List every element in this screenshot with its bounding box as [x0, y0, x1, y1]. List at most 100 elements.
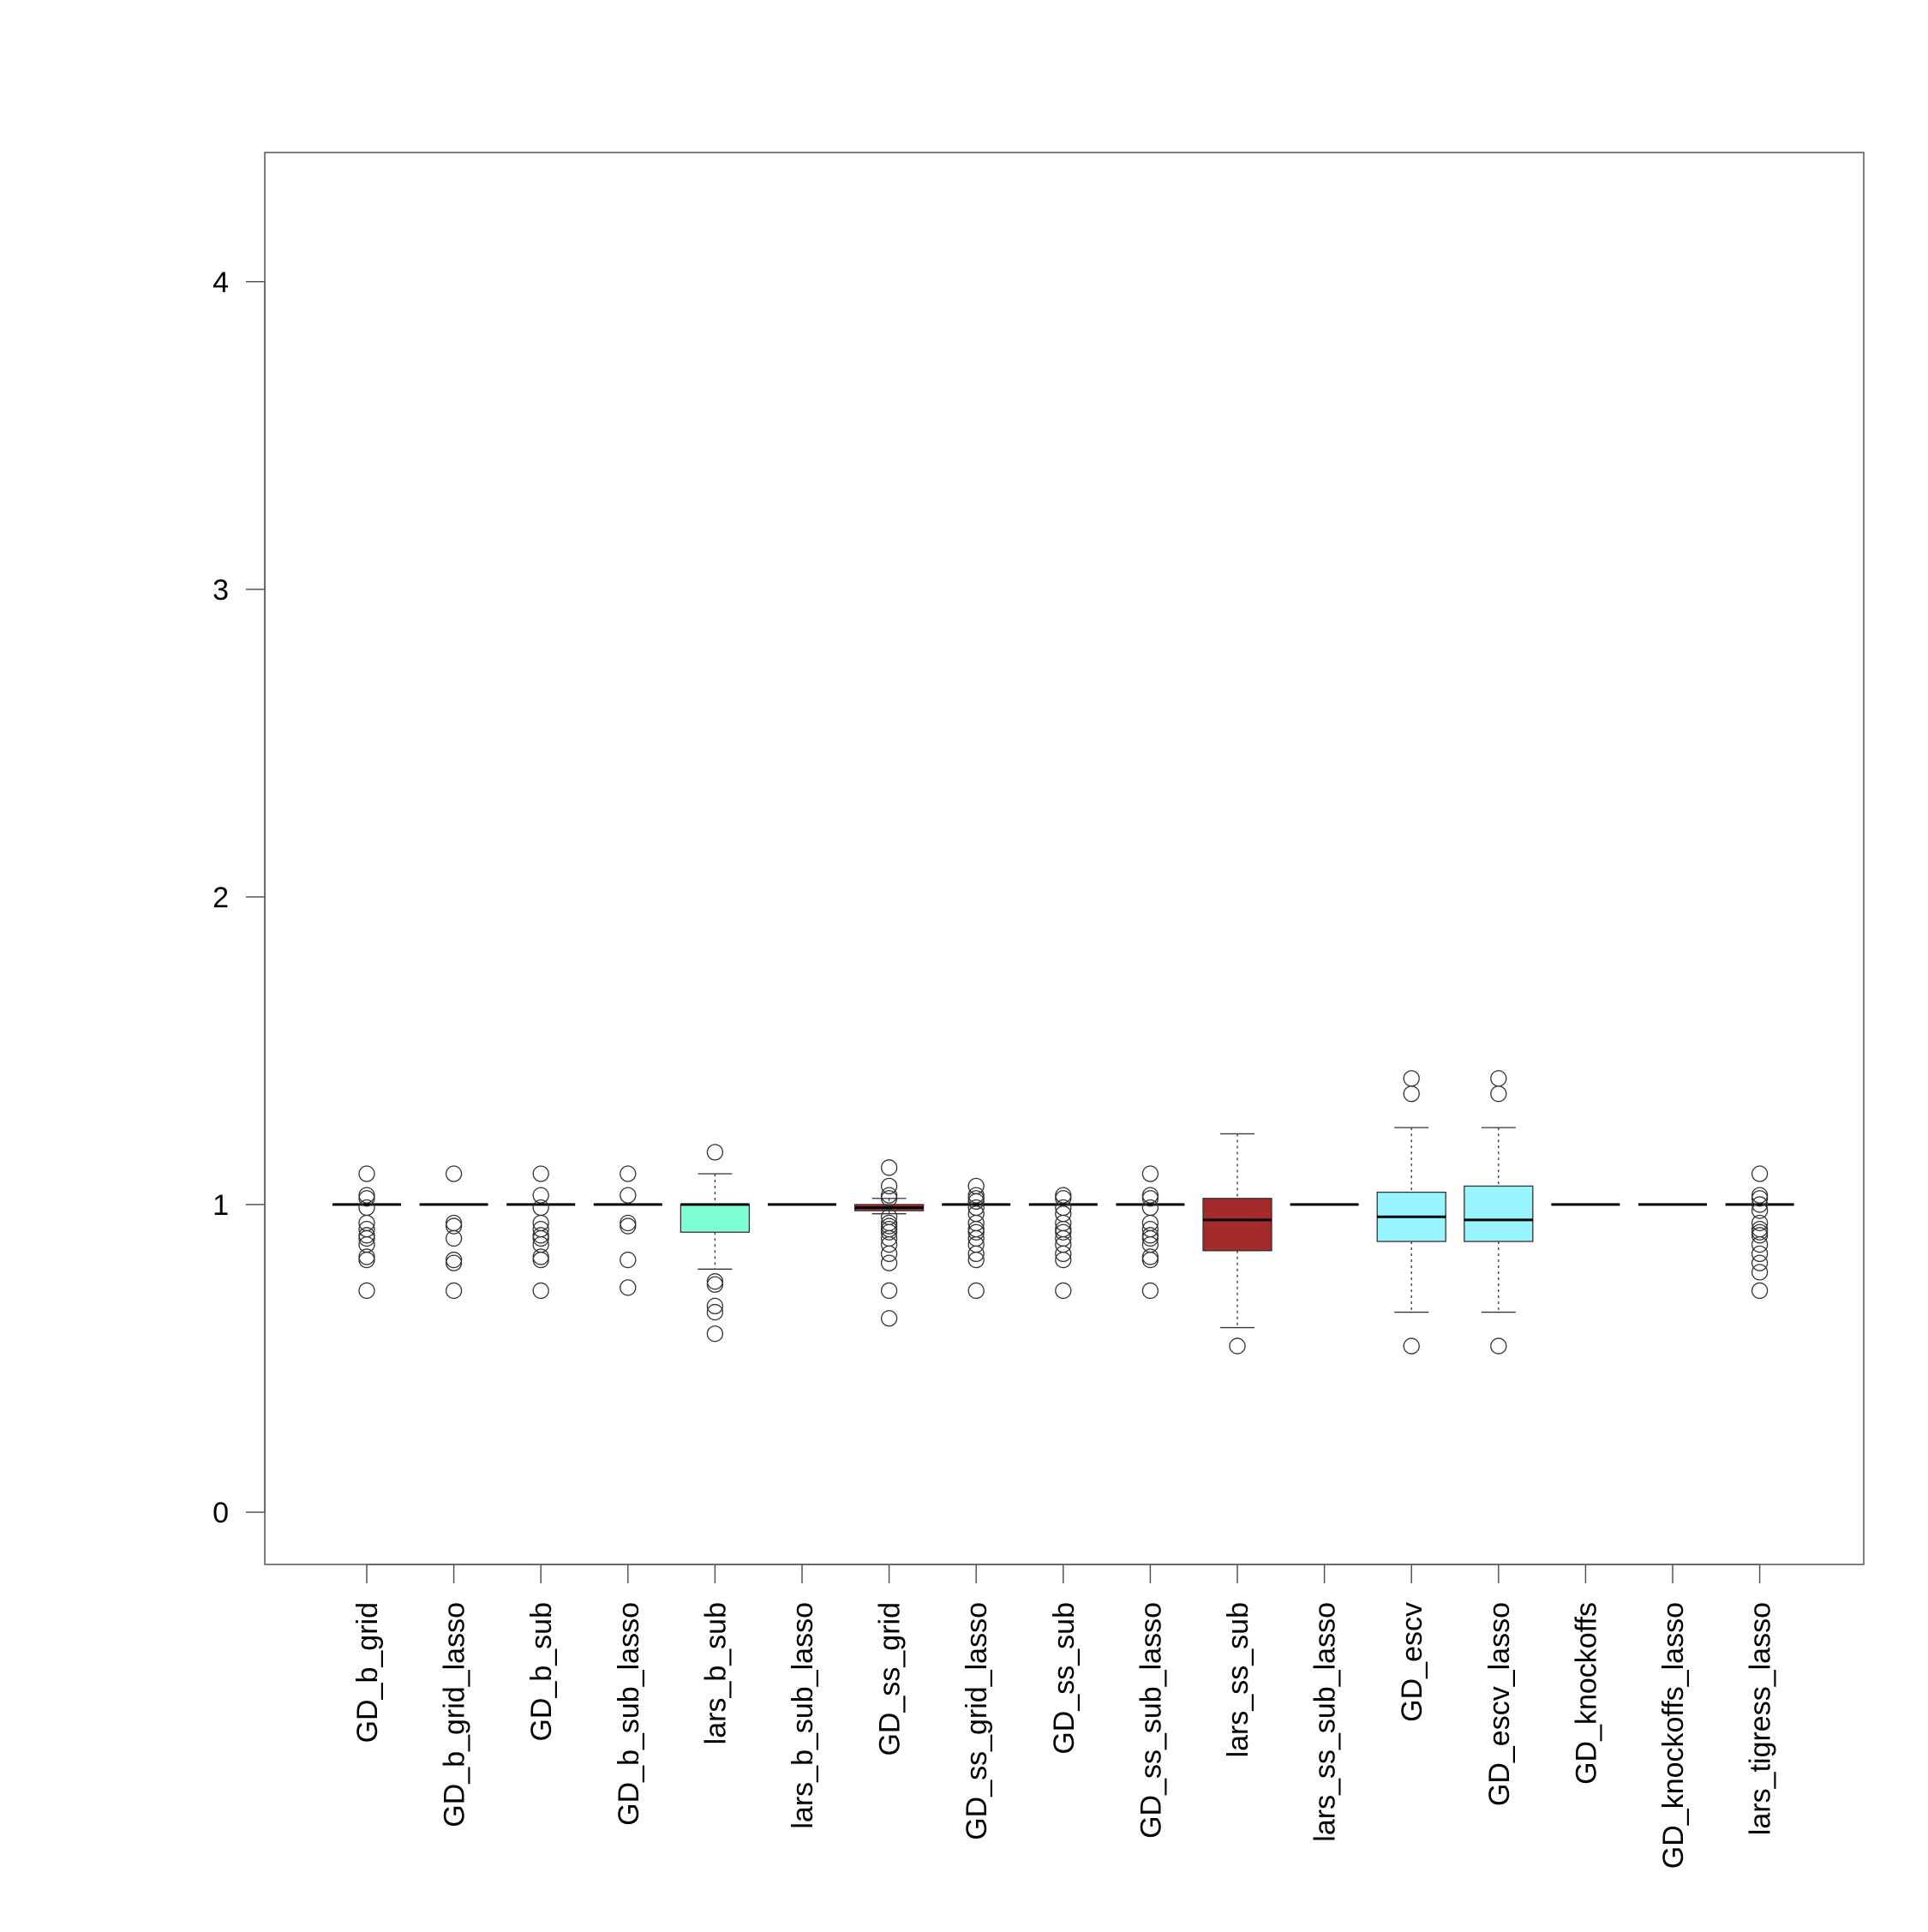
outlier-point	[358, 1282, 375, 1300]
box-GD_ss_grid	[853, 1159, 925, 1327]
outlier-point	[880, 1177, 898, 1195]
box-GD_escv_lasso	[1464, 1070, 1534, 1355]
outlier-point	[1055, 1245, 1072, 1263]
outlier-point	[1751, 1196, 1769, 1213]
outlier-point	[358, 1251, 375, 1269]
outlier-point	[1751, 1223, 1769, 1241]
outlier-point	[358, 1187, 375, 1204]
x-tick-label: GD_b_sub_lasso	[613, 1602, 645, 1826]
box-body	[680, 1204, 751, 1233]
outlier-point	[880, 1254, 898, 1271]
box-GD_b_grid_lasso	[419, 1165, 488, 1300]
box-GD_b_sub_lasso	[593, 1165, 662, 1296]
outlier-point	[1751, 1264, 1769, 1281]
outlier-point	[706, 1303, 724, 1321]
outlier-point	[880, 1190, 898, 1207]
outlier-point	[1751, 1245, 1769, 1263]
outlier-point	[967, 1187, 985, 1204]
outlier-point	[532, 1251, 549, 1269]
y-tick-label: 4	[213, 266, 229, 299]
x-tick-label: GD_b_grid_lasso	[439, 1602, 471, 1827]
outlier-point	[532, 1282, 549, 1300]
x-tick-label: GD_escv_lasso	[1483, 1602, 1516, 1806]
x-tick-label: GD_escv	[1396, 1602, 1428, 1722]
outlier-point	[358, 1229, 375, 1247]
outlier-point	[1055, 1251, 1072, 1269]
outlier-point	[1055, 1187, 1072, 1204]
x-tick-label: lars_b_sub_lasso	[787, 1602, 819, 1829]
outlier-point	[1229, 1337, 1246, 1355]
outlier-point	[880, 1223, 898, 1241]
outlier-point	[967, 1193, 985, 1210]
outlier-point	[880, 1187, 898, 1204]
x-tick-label: lars_b_sub	[699, 1602, 732, 1744]
x-tick-label: GD_knockoffs_lasso	[1657, 1602, 1690, 1869]
outlier-point	[967, 1223, 985, 1241]
x-tick-label: GD_ss_sub_lasso	[1135, 1602, 1167, 1839]
x-tick-label: GD_ss_grid	[874, 1602, 907, 1756]
y-axis: 0 1 2 3 4	[213, 266, 266, 1529]
outlier-point	[620, 1217, 637, 1235]
outlier-point	[706, 1273, 724, 1290]
outlier-point	[445, 1251, 463, 1269]
outlier-point	[1141, 1165, 1159, 1182]
box-GD_ss_sub	[1028, 1187, 1098, 1300]
outlier-point	[1141, 1282, 1159, 1300]
outlier-point	[1055, 1223, 1072, 1241]
outlier-point	[706, 1144, 724, 1161]
outlier-point	[1751, 1165, 1769, 1182]
x-tick-label: lars_ss_sub	[1222, 1602, 1254, 1757]
outlier-point	[706, 1276, 724, 1293]
outlier-point	[445, 1217, 463, 1235]
box-series	[332, 1070, 1794, 1355]
outlier-point	[1141, 1248, 1159, 1265]
box-GD_ss_sub_lasso	[1116, 1165, 1185, 1300]
outlier-point	[532, 1248, 549, 1265]
outlier-point	[1490, 1337, 1507, 1355]
outlier-point	[532, 1229, 549, 1247]
outlier-point	[880, 1310, 898, 1327]
x-tick-label: GD_ss_sub	[1048, 1602, 1081, 1755]
box-GD_b_grid	[332, 1165, 401, 1300]
outlier-point	[445, 1229, 463, 1247]
y-tick-label: 3	[213, 574, 229, 607]
outlier-point	[1751, 1227, 1769, 1244]
x-axis: GD_b_grid GD_b_grid_lasso GD_b_sub GD_b_sub…	[351, 1564, 1777, 1869]
x-tick-label: GD_knockoffs	[1570, 1602, 1602, 1785]
outlier-point	[358, 1190, 375, 1207]
outlier-point	[1751, 1202, 1769, 1219]
box-lars_b_sub	[680, 1144, 751, 1343]
outlier-point	[967, 1245, 985, 1263]
box-body	[1202, 1198, 1272, 1252]
outlier-point	[880, 1245, 898, 1263]
outlier-point	[358, 1248, 375, 1265]
outlier-point	[880, 1159, 898, 1176]
x-tick-label: lars_tigress_lasso	[1745, 1602, 1777, 1835]
outlier-point	[532, 1187, 549, 1204]
outlier-point	[620, 1165, 637, 1182]
x-tick-label: GD_b_sub	[525, 1602, 558, 1742]
outlier-point	[880, 1235, 898, 1253]
y-tick-label: 2	[213, 882, 229, 914]
box-lars_ss_sub	[1202, 1133, 1272, 1355]
outlier-point	[880, 1217, 898, 1235]
outlier-point	[1751, 1190, 1769, 1207]
outlier-point	[445, 1165, 463, 1182]
outlier-point	[1751, 1214, 1769, 1232]
outlier-point	[445, 1254, 463, 1271]
outlier-point	[1403, 1086, 1420, 1103]
y-tick-label: 0	[213, 1497, 229, 1529]
outlier-point	[620, 1187, 637, 1204]
outlier-point	[706, 1325, 724, 1343]
outlier-point	[1751, 1282, 1769, 1300]
outlier-point	[1751, 1254, 1769, 1271]
outlier-point	[967, 1282, 985, 1300]
outlier-point	[1055, 1282, 1072, 1300]
outlier-point	[1141, 1251, 1159, 1269]
outlier-point	[1141, 1229, 1159, 1247]
box-GD_ss_grid_lasso	[942, 1177, 1011, 1300]
outlier-point	[620, 1279, 637, 1296]
